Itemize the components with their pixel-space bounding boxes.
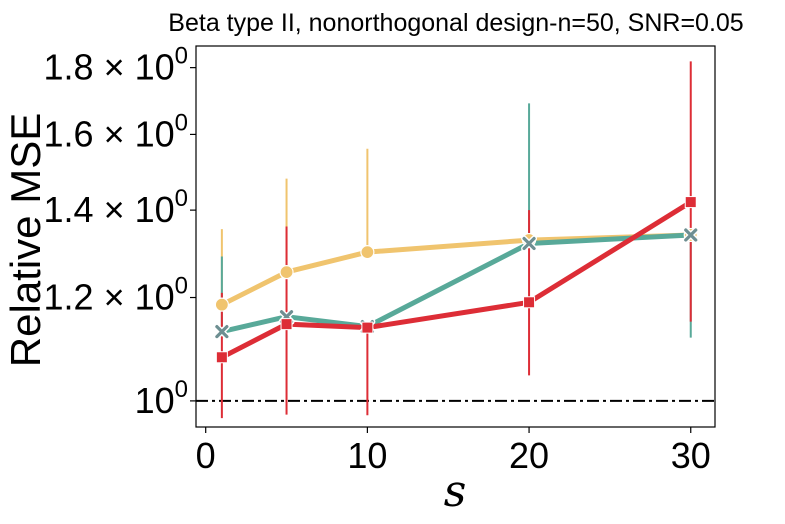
x-tick-label: 20 xyxy=(509,435,549,476)
series-red-point xyxy=(361,321,374,334)
series-yellow-point xyxy=(360,245,375,260)
plot-frame xyxy=(195,45,716,428)
x-axis-label: s xyxy=(444,466,467,517)
series-red-point xyxy=(523,296,536,309)
x-tick-label: 0 xyxy=(196,435,216,476)
chart-title: Beta type II, nonorthogonal design-n=50,… xyxy=(168,9,743,37)
series-red-point xyxy=(684,196,697,209)
y-axis-label: Relative MSE xyxy=(2,113,49,367)
series-yellow-point xyxy=(279,265,294,280)
x-tick-label: 10 xyxy=(347,435,387,476)
y-axis: 100 1.2 × 100 1.4 × 100 1.6 × 100 1.8 × 100 xyxy=(44,43,196,421)
series-red-point xyxy=(280,318,293,331)
series-teal-point xyxy=(521,235,538,252)
series-teal-point xyxy=(682,226,699,243)
y-tick-label: 1.8 × 100 xyxy=(44,43,188,88)
y-tick-label: 1.2 × 100 xyxy=(44,273,188,318)
y-tick-label: 1.6 × 100 xyxy=(44,109,188,154)
y-tick-label: 100 xyxy=(135,376,188,421)
series-teal-line xyxy=(219,232,694,335)
plot-area xyxy=(196,61,715,419)
series-yellow-point xyxy=(214,297,229,312)
x-axis: 0 10 20 30 xyxy=(196,427,711,476)
y-tick-label: 1.4 × 100 xyxy=(44,185,188,230)
series-teal-point xyxy=(213,323,230,340)
series-red-point xyxy=(215,351,228,364)
x-tick-label: 30 xyxy=(671,435,711,476)
